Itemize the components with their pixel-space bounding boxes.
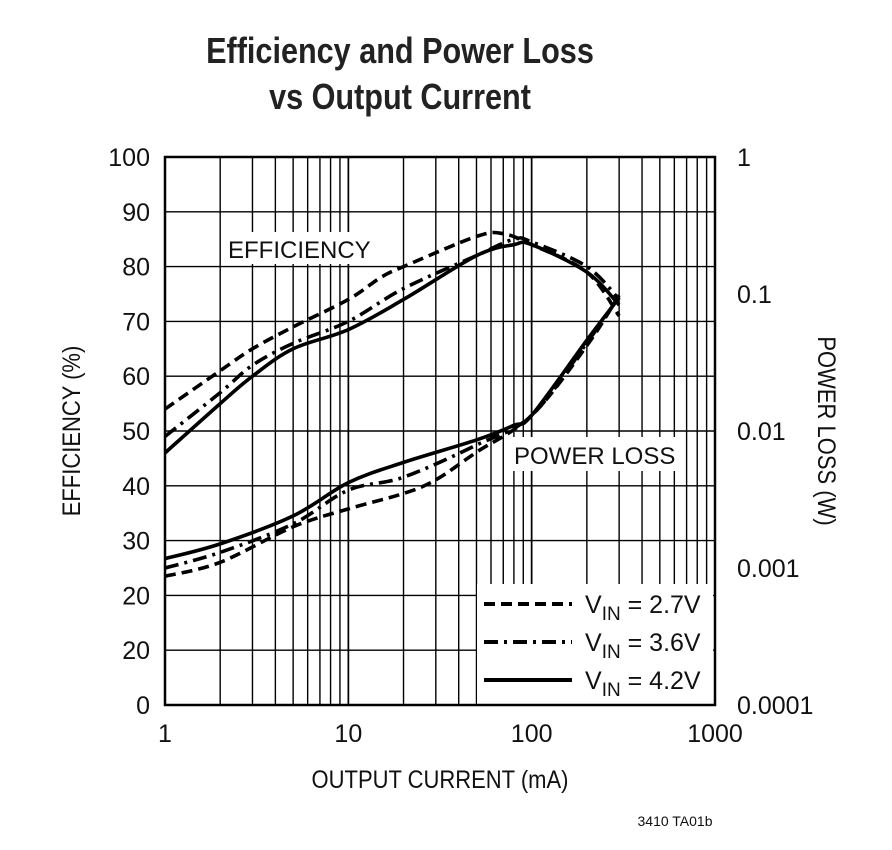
power-loss-annotation: POWER LOSS bbox=[514, 443, 675, 470]
y2-tick-label: 0.1 bbox=[737, 281, 772, 309]
curves bbox=[163, 230, 621, 579]
chart-title-line-1: Efficiency and Power Loss bbox=[206, 30, 594, 71]
y-tick-label: 40 bbox=[122, 473, 150, 501]
in-plot-labels: EFFICIENCY POWER LOSS VIN = 2.7V VIN = 3.6V… bbox=[222, 232, 713, 704]
footnote: 3410 TA01b bbox=[638, 813, 713, 829]
y2-tick-label: 0.001 bbox=[737, 555, 800, 583]
x-tick-label: 100 bbox=[511, 720, 553, 748]
x-tick-label: 1 bbox=[158, 720, 172, 748]
plot-frame bbox=[163, 155, 717, 707]
efficiency-curve-solid bbox=[163, 240, 621, 455]
chart-title-line-2: vs Output Current bbox=[269, 76, 531, 117]
chart-title: Efficiency and Power Loss vs Output Curr… bbox=[60, 28, 740, 120]
efficiency-annotation: EFFICIENCY bbox=[228, 237, 371, 264]
tick-labels: 100908070605040302020010.10.010.0010.000… bbox=[108, 144, 813, 748]
efficiency-curve-dash-dot bbox=[163, 236, 621, 438]
x-tick-label: 1000 bbox=[687, 720, 743, 748]
y-tick-label: 80 bbox=[122, 254, 150, 282]
power-loss-curve-solid bbox=[164, 296, 621, 561]
legend-label: VIN = 2.7V bbox=[585, 591, 701, 625]
x-tick-label: 10 bbox=[334, 720, 362, 748]
y-tick-label: 20 bbox=[122, 582, 150, 610]
power-loss-curve-dashed bbox=[164, 294, 621, 579]
y2-tick-label: 0.01 bbox=[737, 418, 786, 446]
y-tick-label: 30 bbox=[122, 528, 150, 556]
x-axis-label: OUTPUT CURRENT (mA) bbox=[312, 766, 569, 794]
y-tick-label: 60 bbox=[122, 363, 150, 391]
legend-label: VIN = 3.6V bbox=[585, 629, 701, 663]
y-tick-label: 0 bbox=[136, 692, 150, 720]
y-tick-label: 70 bbox=[122, 308, 150, 336]
y-tick-label: 90 bbox=[122, 199, 150, 227]
y2-tick-label: 0.0001 bbox=[737, 692, 813, 720]
power-loss-curve-dash-dot bbox=[164, 295, 621, 570]
y-axis-label: EFFICIENCY (%) bbox=[58, 346, 86, 517]
y-tick-label: 100 bbox=[108, 144, 150, 172]
power-loss-label-background bbox=[508, 437, 680, 471]
y2-tick-label: 1 bbox=[737, 144, 751, 172]
legend-label: VIN = 4.2V bbox=[585, 667, 701, 701]
efficiency-label-background bbox=[222, 232, 368, 264]
y-tick-label: 20 bbox=[122, 637, 150, 665]
y2-axis-label: POWER LOSS (W) bbox=[813, 336, 841, 525]
y-tick-label: 50 bbox=[122, 418, 150, 446]
